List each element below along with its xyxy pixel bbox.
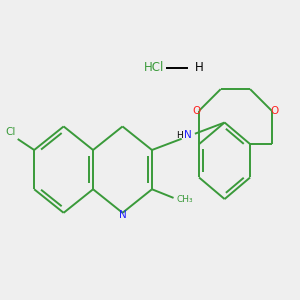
Text: H: H — [176, 131, 183, 140]
Text: O: O — [270, 106, 279, 116]
Text: N: N — [184, 130, 191, 140]
Text: Cl: Cl — [6, 128, 16, 137]
Text: O: O — [192, 106, 200, 116]
Text: N: N — [118, 210, 126, 220]
Text: CH₃: CH₃ — [177, 195, 193, 204]
Text: HCl: HCl — [144, 61, 164, 74]
Text: H: H — [195, 61, 203, 74]
